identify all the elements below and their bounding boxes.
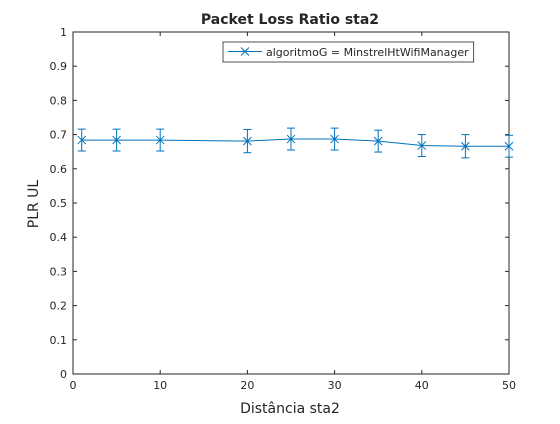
data-point xyxy=(330,127,339,151)
y-tick-label: 0.3 xyxy=(50,265,68,278)
plot-area xyxy=(72,31,510,375)
data-point xyxy=(504,134,514,158)
y-tick-label: 0 xyxy=(60,368,67,381)
x-marker xyxy=(504,141,514,151)
legend-marker-swatch xyxy=(240,47,250,56)
y-axis-label: PLR UL xyxy=(26,180,42,229)
series-line xyxy=(81,138,509,147)
x-marker xyxy=(155,135,165,145)
data-point xyxy=(461,134,470,159)
axis-ticks: 0 10 20 30 40 50 0 0.1 0.2 0.3 0.4 0.5 0.6 0.7 0.8 0.9 1 xyxy=(50,26,517,392)
y-tick-label: 0.5 xyxy=(50,197,68,210)
x-marker xyxy=(373,136,383,146)
x-tick-label: 30 xyxy=(328,379,342,392)
x-tick-label: 10 xyxy=(153,379,167,392)
y-tick-label: 0.1 xyxy=(50,334,68,347)
legend-box xyxy=(222,41,475,63)
data-point xyxy=(243,128,252,154)
y-tick-label: 0.8 xyxy=(50,94,68,107)
legend-label: algoritmoG = MinstrelHtWifiManager xyxy=(266,46,469,59)
y-tick-label: 0.4 xyxy=(50,231,68,244)
x-tick-label: 50 xyxy=(502,379,516,392)
y-tick-label: 0.2 xyxy=(50,300,68,313)
y-tick-label: 1 xyxy=(60,26,67,39)
y-tick-label: 0.7 xyxy=(50,129,68,142)
x-marker xyxy=(417,141,427,150)
x-marker xyxy=(77,135,87,145)
x-tick-label: 20 xyxy=(240,379,254,392)
data-point xyxy=(112,128,121,152)
data-point xyxy=(77,128,87,152)
x-marker xyxy=(461,141,470,151)
data-point xyxy=(286,127,296,151)
legend: algoritmoG = MinstrelHtWifiManager xyxy=(222,41,475,63)
y-tick-label: 0.6 xyxy=(50,163,68,176)
y-tick-label: 0.9 xyxy=(50,60,68,73)
x-marker xyxy=(286,134,296,144)
chart-title: Packet Loss Ratio sta2 xyxy=(201,12,379,28)
data-point xyxy=(155,128,165,152)
x-tick-label: 0 xyxy=(70,379,77,392)
x-axis-label: Distância sta2 xyxy=(240,401,340,417)
x-marker xyxy=(243,136,252,146)
x-marker xyxy=(330,134,339,144)
series-layer xyxy=(77,127,514,159)
x-tick-label: 40 xyxy=(415,379,429,392)
data-point xyxy=(417,134,427,157)
data-point xyxy=(373,129,383,153)
x-marker xyxy=(112,135,121,145)
